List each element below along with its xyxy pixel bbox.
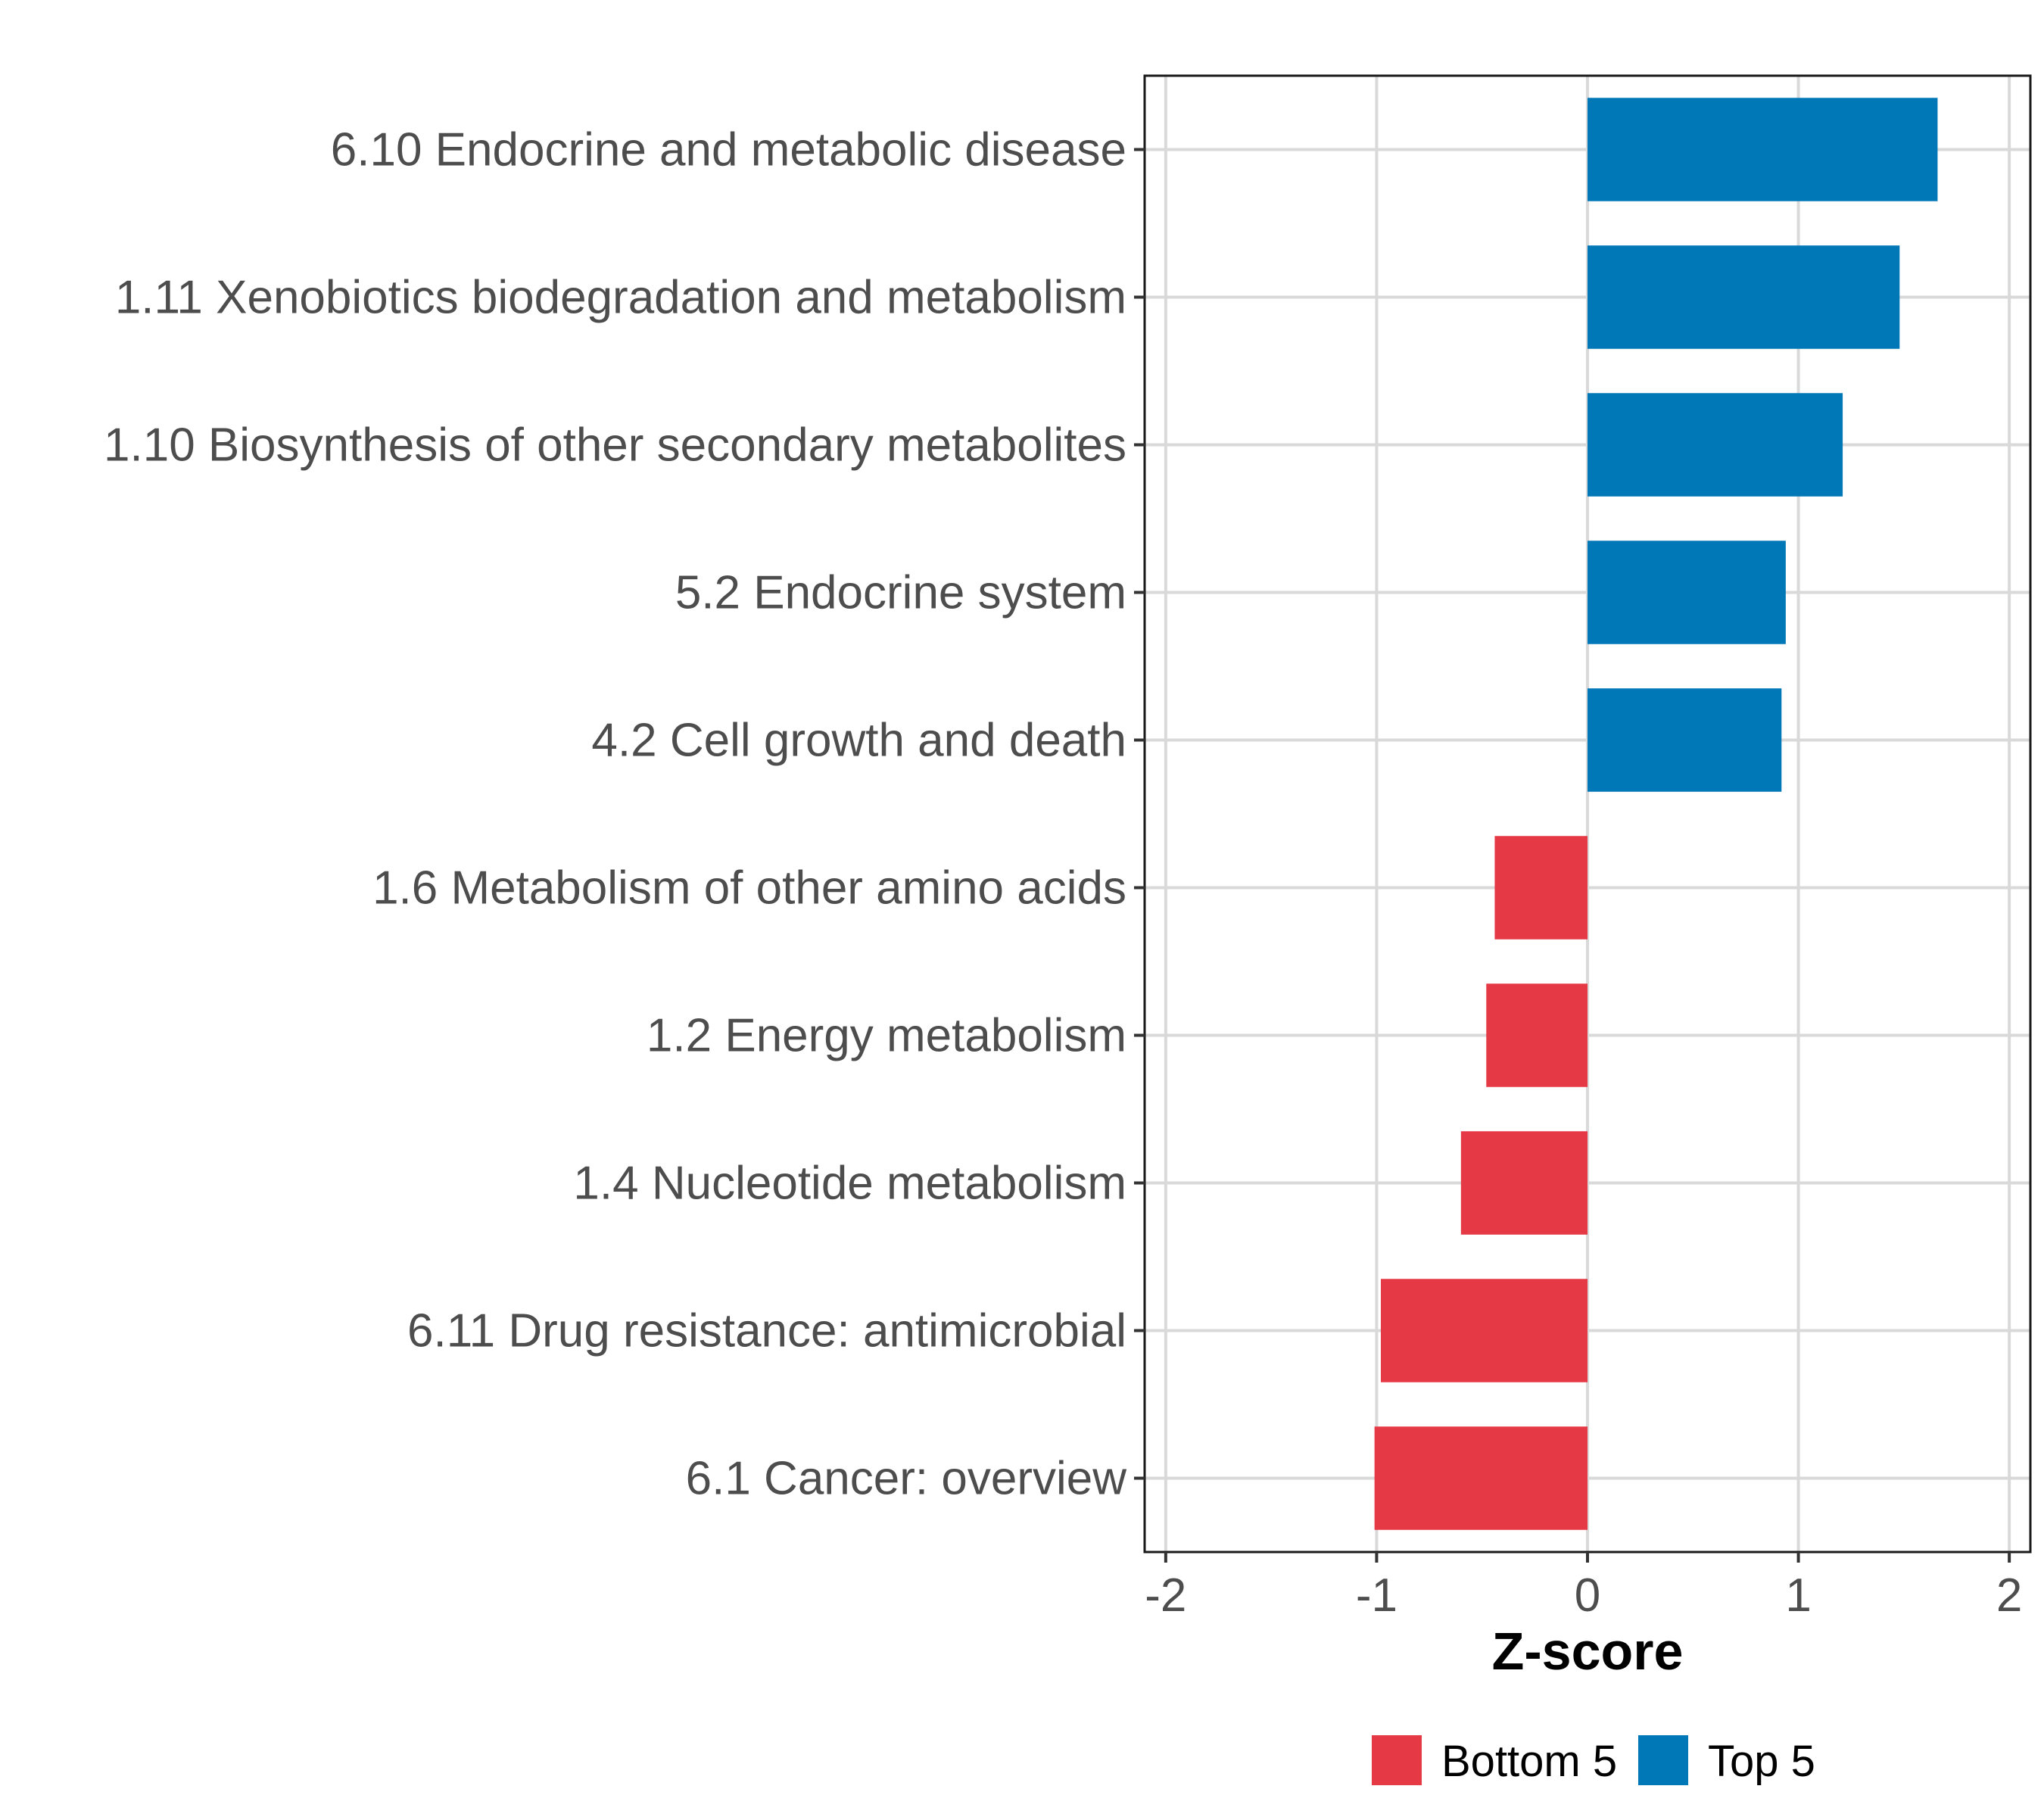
bar: [1460, 1131, 1588, 1235]
x-tick-label: 2: [1996, 1569, 2022, 1622]
legend-label: Top 5: [1708, 1737, 1815, 1786]
bar: [1588, 98, 1938, 201]
legend-key: [1372, 1735, 1422, 1785]
legend: Bottom 5 Top 5: [1372, 1735, 1815, 1786]
category-label: 1.11 Xenobiotics biodegradation and meta…: [115, 272, 1126, 324]
category-label: 6.1 Cancer: overview: [686, 1453, 1127, 1505]
bar: [1588, 688, 1782, 792]
category-label: 4.2 Cell growth and death: [591, 715, 1126, 767]
x-tick-label: 1: [1785, 1569, 1811, 1622]
bar: [1494, 836, 1588, 940]
x-axis-title: Z-score: [1492, 1622, 1684, 1681]
x-axis: -2 -1 0 1 2: [1145, 1552, 2022, 1622]
y-axis: 6.10 Endocrine and metabolic disease 1.11…: [104, 124, 1145, 1505]
x-tick-label: -2: [1145, 1569, 1186, 1622]
category-label: 1.10 Biosynthesis of other secondary met…: [104, 419, 1126, 472]
category-label: 1.6 Metabolism of other amino acids: [372, 862, 1126, 915]
category-label: 6.11 Drug resistance: antimicrobial: [407, 1305, 1126, 1357]
bar: [1486, 983, 1588, 1087]
bars: [1374, 98, 1938, 1530]
legend-label: Bottom 5: [1441, 1737, 1617, 1786]
category-label: 1.2 Energy metabolism: [647, 1010, 1126, 1062]
category-label: 6.10 Endocrine and metabolic disease: [331, 124, 1126, 176]
x-tick-label: 0: [1575, 1569, 1600, 1622]
bar: [1588, 393, 1843, 497]
category-label: 5.2 Endocrine system: [675, 567, 1126, 619]
bar: [1374, 1426, 1588, 1530]
bar: [1588, 245, 1900, 349]
legend-key: [1638, 1735, 1688, 1785]
category-label: 1.4 Nucleotide metabolism: [573, 1158, 1126, 1210]
bar: [1588, 541, 1786, 644]
bar: [1381, 1279, 1588, 1382]
x-tick-label: -1: [1356, 1569, 1397, 1622]
